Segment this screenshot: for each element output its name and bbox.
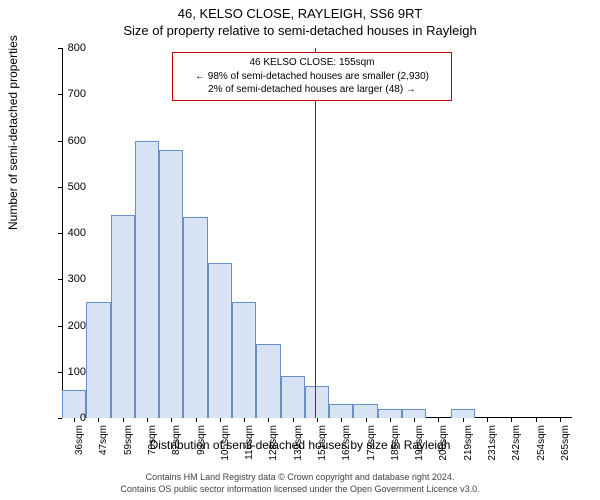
x-tick-mark <box>220 418 221 422</box>
x-tick-mark <box>74 418 75 422</box>
x-tick-label: 196sqm <box>414 425 425 475</box>
y-tick-mark <box>58 187 62 188</box>
x-tick-label: 219sqm <box>463 425 474 475</box>
x-tick-mark <box>293 418 294 422</box>
histogram-bar <box>232 302 256 418</box>
histogram-bar <box>256 344 280 418</box>
x-tick-mark <box>244 418 245 422</box>
x-tick-mark <box>463 418 464 422</box>
x-tick-label: 254sqm <box>536 425 547 475</box>
y-tick-mark <box>58 94 62 95</box>
x-tick-mark <box>317 418 318 422</box>
annotation-line-2: ← 98% of semi-detached houses are smalle… <box>181 70 443 84</box>
x-tick-mark <box>123 418 124 422</box>
x-tick-label: 105sqm <box>220 425 231 475</box>
x-tick-label: 93sqm <box>196 425 207 475</box>
histogram-bar <box>378 409 402 418</box>
x-tick-label: 128sqm <box>268 425 279 475</box>
x-tick-label: 162sqm <box>341 425 352 475</box>
attribution-line-2: Contains OS public sector information li… <box>0 483 600 496</box>
y-tick-mark <box>58 418 62 419</box>
x-tick-mark <box>366 418 367 422</box>
x-tick-label: 231sqm <box>487 425 498 475</box>
x-tick-label: 242sqm <box>511 425 522 475</box>
y-tick-mark <box>58 372 62 373</box>
x-tick-mark <box>268 418 269 422</box>
x-tick-mark <box>196 418 197 422</box>
annotation-line-3: 2% of semi-detached houses are larger (4… <box>181 83 443 97</box>
y-tick-mark <box>58 48 62 49</box>
histogram-bar <box>402 409 426 418</box>
histogram-bar <box>183 217 207 418</box>
x-tick-mark <box>341 418 342 422</box>
x-tick-label: 173sqm <box>366 425 377 475</box>
x-tick-label: 59sqm <box>123 425 134 475</box>
x-tick-mark <box>560 418 561 422</box>
x-tick-label: 151sqm <box>317 425 328 475</box>
x-tick-label: 70sqm <box>147 425 158 475</box>
x-tick-mark <box>390 418 391 422</box>
y-tick-mark <box>58 279 62 280</box>
main-title: 46, KELSO CLOSE, RAYLEIGH, SS6 9RT <box>0 0 600 21</box>
histogram-bar <box>281 376 305 418</box>
histogram-bar <box>86 302 110 418</box>
x-tick-label: 47sqm <box>98 425 109 475</box>
x-tick-label: 185sqm <box>390 425 401 475</box>
x-tick-mark <box>171 418 172 422</box>
x-tick-mark <box>511 418 512 422</box>
x-tick-mark <box>414 418 415 422</box>
y-tick-mark <box>58 326 62 327</box>
x-tick-label: 36sqm <box>74 425 85 475</box>
x-tick-label: 116sqm <box>244 425 255 475</box>
x-tick-mark <box>536 418 537 422</box>
sub-title: Size of property relative to semi-detach… <box>0 21 600 38</box>
y-tick-mark <box>58 141 62 142</box>
y-axis-label: Number of semi-detached properties <box>6 35 20 230</box>
chart-container: 46, KELSO CLOSE, RAYLEIGH, SS6 9RT Size … <box>0 0 600 500</box>
chart-area: 46 KELSO CLOSE: 155sqm← 98% of semi-deta… <box>62 48 572 418</box>
histogram-bar <box>159 150 183 418</box>
histogram-bar <box>208 263 232 418</box>
histogram-bar <box>135 141 159 419</box>
x-tick-mark <box>147 418 148 422</box>
marker-line <box>315 48 317 418</box>
histogram-bar <box>305 386 329 418</box>
x-tick-label: 265sqm <box>560 425 571 475</box>
histogram-bar <box>111 215 135 419</box>
x-tick-mark <box>438 418 439 422</box>
annotation-line-1: 46 KELSO CLOSE: 155sqm <box>181 56 443 70</box>
x-tick-label: 208sqm <box>438 425 449 475</box>
x-tick-label: 139sqm <box>293 425 304 475</box>
histogram-bar <box>353 404 377 418</box>
x-tick-mark <box>487 418 488 422</box>
y-tick-mark <box>58 233 62 234</box>
annotation-box: 46 KELSO CLOSE: 155sqm← 98% of semi-deta… <box>172 52 452 101</box>
histogram-bar <box>329 404 353 418</box>
x-tick-label: 82sqm <box>171 425 182 475</box>
histogram-bar <box>451 409 475 418</box>
x-tick-mark <box>98 418 99 422</box>
